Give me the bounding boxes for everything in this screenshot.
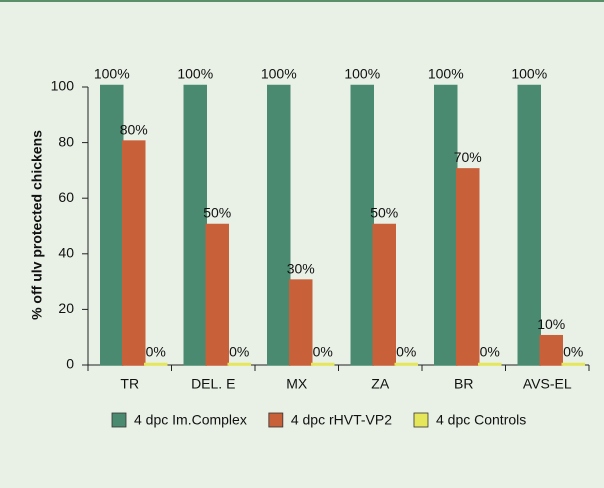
value-label: 70% — [454, 149, 482, 165]
legend-swatch — [111, 412, 127, 428]
y-tick-label: 40 — [58, 245, 74, 261]
x-tick-label: ZA — [371, 376, 390, 392]
value-label: 0% — [480, 344, 500, 360]
y-axis-label: % off ulv protected chickens — [29, 130, 45, 320]
bar — [205, 223, 229, 366]
value-label: 50% — [203, 205, 231, 221]
bar — [372, 223, 396, 366]
value-label: 100% — [94, 66, 130, 82]
value-label: 100% — [428, 66, 464, 82]
y-tick-label: 20 — [58, 300, 74, 316]
x-tick-label: TR — [120, 376, 139, 392]
top-border — [0, 0, 604, 2]
value-label: 0% — [396, 344, 416, 360]
bar — [478, 362, 502, 366]
value-label: 10% — [537, 316, 565, 332]
legend-swatch — [268, 412, 284, 428]
bar — [517, 84, 541, 366]
value-label: 0% — [313, 344, 333, 360]
value-label: 100% — [261, 66, 297, 82]
bar — [561, 362, 585, 366]
x-tick-label: AVS-EL — [523, 376, 572, 392]
value-label: 100% — [177, 66, 213, 82]
y-tick-label: 0 — [66, 356, 74, 372]
y-tick-label: 80 — [58, 133, 74, 149]
x-tick-label: DEL. E — [191, 376, 235, 392]
legend-label: 4 dpc Im.Complex — [134, 412, 247, 428]
bar — [311, 362, 335, 366]
value-label: 100% — [344, 66, 380, 82]
bar — [456, 168, 480, 366]
bar — [434, 84, 458, 366]
value-label: 0% — [229, 344, 249, 360]
legend-label: 4 dpc rHVT-VP2 — [291, 412, 392, 428]
value-label: 80% — [120, 121, 148, 137]
value-label: 100% — [511, 66, 547, 82]
y-tick-label: 100 — [51, 78, 75, 94]
x-tick-label: BR — [454, 376, 473, 392]
bar — [122, 140, 146, 366]
legend-label: 4 dpc Controls — [436, 412, 526, 428]
bar — [350, 84, 374, 366]
x-tick-label: MX — [286, 376, 308, 392]
bar — [289, 279, 313, 366]
bar — [227, 362, 251, 366]
legend-swatch — [413, 412, 429, 428]
y-tick-label: 60 — [58, 189, 74, 205]
bar — [394, 362, 418, 366]
value-label: 0% — [146, 344, 166, 360]
value-label: 30% — [287, 260, 315, 276]
value-label: 0% — [563, 344, 583, 360]
bar — [144, 362, 168, 366]
bar — [267, 84, 291, 366]
value-label: 50% — [370, 205, 398, 221]
bar — [183, 84, 207, 366]
bar — [539, 334, 563, 366]
